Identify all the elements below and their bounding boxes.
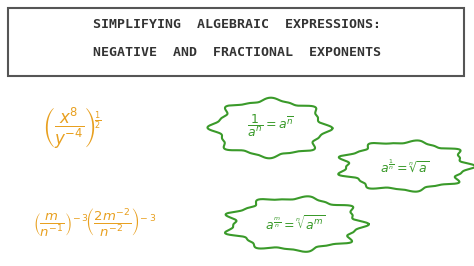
Text: $\left(\dfrac{m}{n^{-1}}\right)^{\!-3}\!\left(\dfrac{2m^{-2}}{n^{-2}}\right)^{\!: $\left(\dfrac{m}{n^{-1}}\right)^{\!-3}\!… [33,206,157,238]
Text: $\dfrac{1}{a^n} = a^{\overline{n}}$: $\dfrac{1}{a^n} = a^{\overline{n}}$ [246,113,293,139]
Text: NEGATIVE  AND  FRACTIONAL  EXPONENTS: NEGATIVE AND FRACTIONAL EXPONENTS [93,45,381,59]
Polygon shape [208,98,333,158]
Polygon shape [225,196,369,252]
Text: $a^{\frac{1}{n}} = \sqrt[n]{a}$: $a^{\frac{1}{n}} = \sqrt[n]{a}$ [380,158,430,174]
Text: $a^{\frac{m}{n}} = \sqrt[n]{a^m}$: $a^{\frac{m}{n}} = \sqrt[n]{a^m}$ [264,215,325,233]
Polygon shape [338,140,474,192]
Text: SIMPLIFYING  ALGEBRAIC  EXPRESSIONS:: SIMPLIFYING ALGEBRAIC EXPRESSIONS: [93,19,381,31]
FancyBboxPatch shape [8,8,464,76]
Text: $\left(\dfrac{x^{8}}{y^{-4}}\right)^{\!\frac{1}{2}}$: $\left(\dfrac{x^{8}}{y^{-4}}\right)^{\!\… [42,105,102,151]
